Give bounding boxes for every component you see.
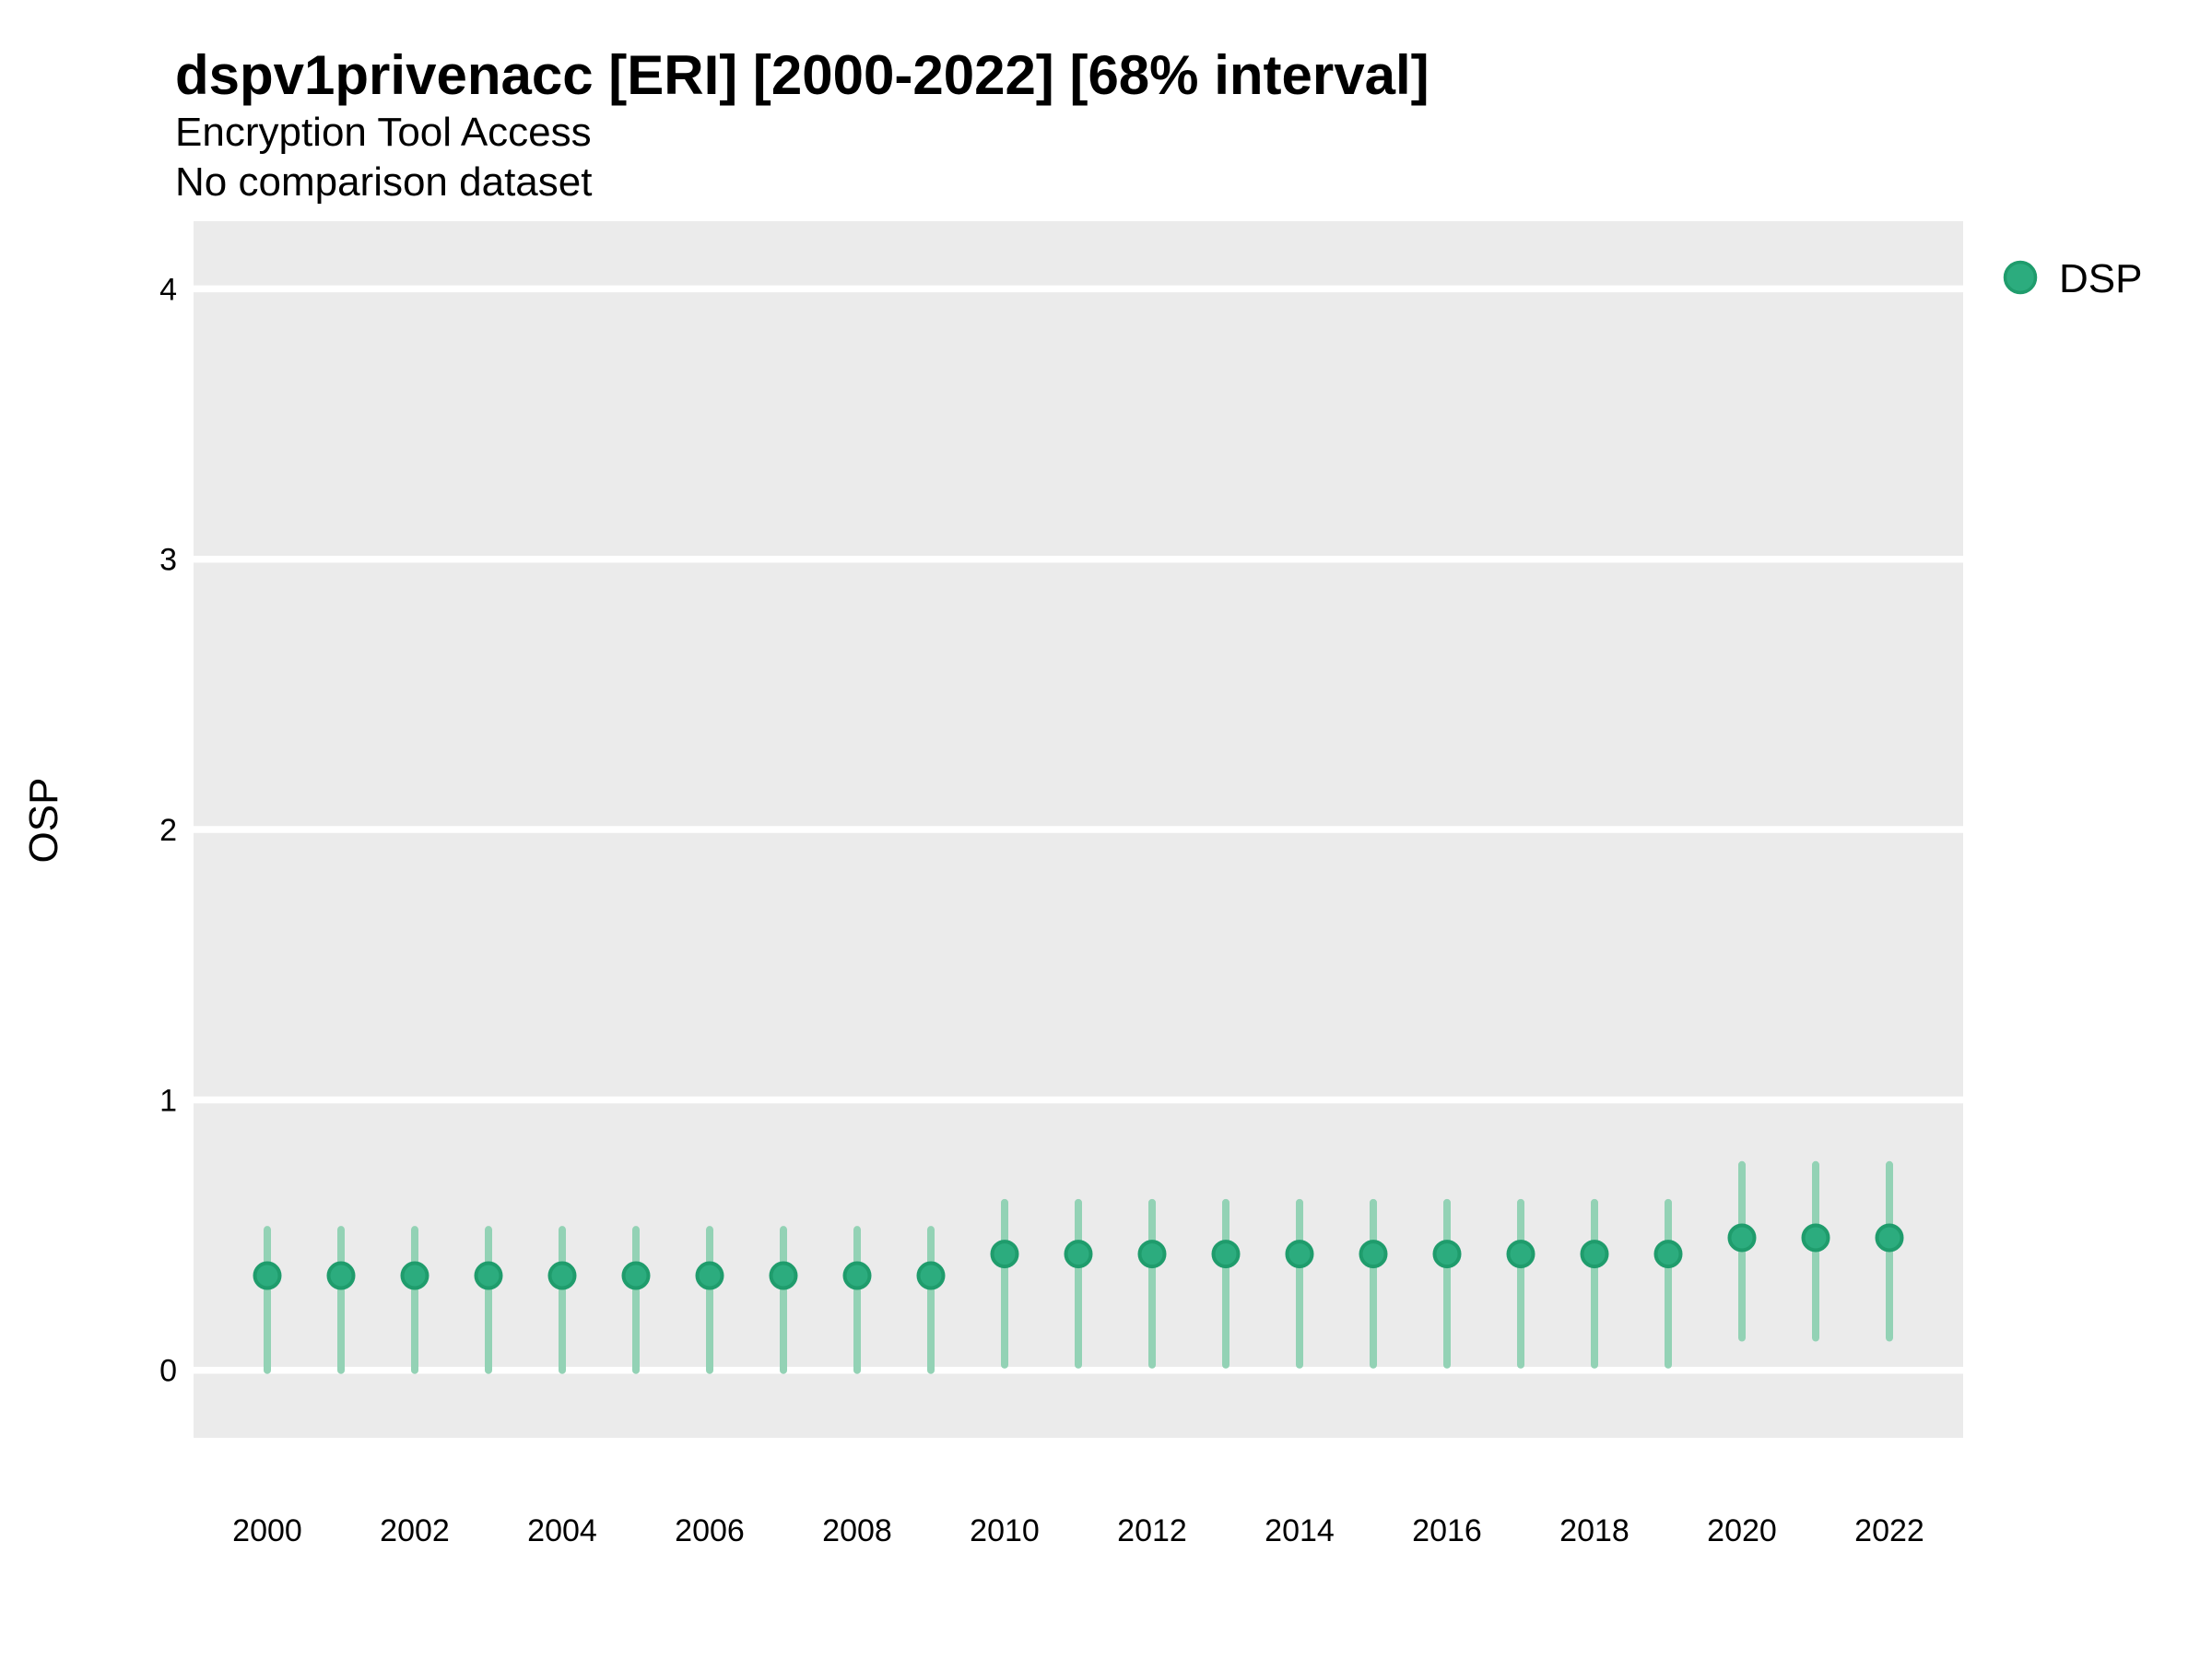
x-tick-label: 2004: [527, 1513, 597, 1548]
data-point: [1211, 1240, 1241, 1269]
y-tick-label: 4: [159, 272, 177, 307]
data-point: [842, 1261, 872, 1290]
x-tick-label: 2008: [822, 1513, 892, 1548]
data-point: [916, 1261, 946, 1290]
data-point: [1137, 1240, 1167, 1269]
data-point: [326, 1261, 356, 1290]
data-point: [400, 1261, 429, 1290]
x-tick-labels: 2000 2002 2004 2006 2008 2010 2012 2014 2016 2018…: [232, 1513, 1924, 1548]
x-tick-label: 2020: [1707, 1513, 1777, 1548]
y-tick-label: 1: [159, 1083, 177, 1118]
data-point: [695, 1261, 724, 1290]
x-tick-label: 2002: [380, 1513, 450, 1548]
data-point: [1801, 1223, 1830, 1253]
x-tick-label: 2018: [1559, 1513, 1630, 1548]
data-point: [1064, 1240, 1093, 1269]
x-tick-label: 2022: [1854, 1513, 1924, 1548]
data-point: [1875, 1223, 1904, 1253]
data-point: [1506, 1240, 1535, 1269]
chart-subtitle: Encryption Tool Access: [175, 110, 592, 155]
data-point: [1432, 1240, 1462, 1269]
legend-marker-icon: [2003, 260, 2038, 295]
data-point: [1359, 1240, 1388, 1269]
data-points: [253, 1223, 1904, 1290]
y-tick-label: 3: [159, 543, 177, 578]
data-point: [1653, 1240, 1683, 1269]
data-point: [547, 1261, 577, 1290]
data-point: [1727, 1223, 1757, 1253]
data-point: [1580, 1240, 1609, 1269]
data-point: [621, 1261, 651, 1290]
y-tick-labels: 0 1 2 3 4: [159, 272, 177, 1388]
x-tick-label: 2010: [970, 1513, 1040, 1548]
x-tick-label: 2000: [232, 1513, 302, 1548]
chart-subtitle-2: No comparison dataset: [175, 159, 592, 205]
data-point: [769, 1261, 798, 1290]
y-tick-label: 0: [159, 1354, 177, 1389]
data-point: [474, 1261, 503, 1290]
y-axis-title: OSP: [21, 778, 66, 864]
y-tick-label: 2: [159, 813, 177, 848]
x-tick-label: 2012: [1117, 1513, 1187, 1548]
data-point: [253, 1261, 282, 1290]
chart-title: dspv1privenacc [ERI] [2000-2022] [68% in…: [175, 44, 1430, 106]
legend: DSP: [2003, 256, 2142, 301]
x-tick-label: 2016: [1412, 1513, 1482, 1548]
x-tick-label: 2014: [1265, 1513, 1335, 1548]
legend-label: DSP: [2059, 256, 2142, 301]
data-point: [990, 1240, 1019, 1269]
data-point: [1285, 1240, 1314, 1269]
x-tick-label: 2006: [675, 1513, 745, 1548]
